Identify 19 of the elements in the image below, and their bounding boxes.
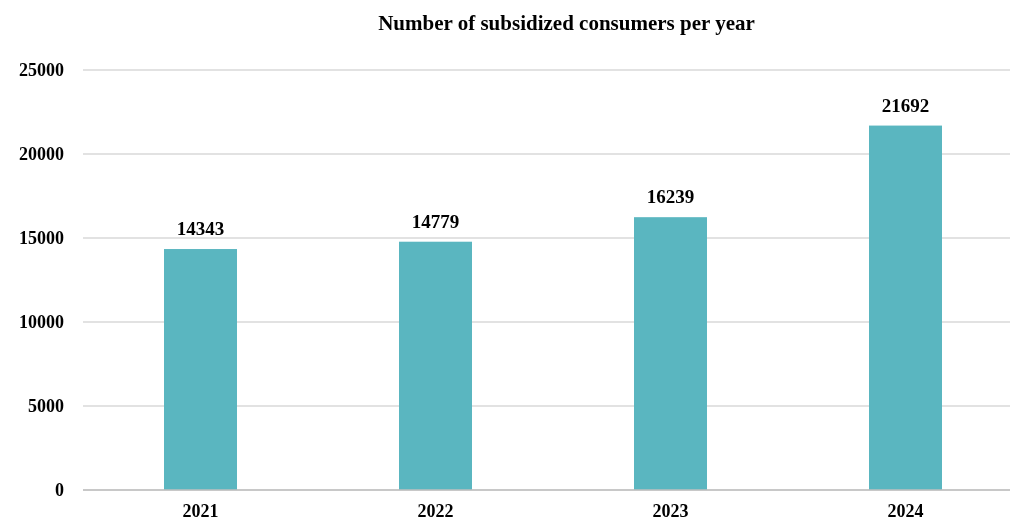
bar: [869, 125, 942, 490]
x-tick-label: 2022: [417, 501, 454, 521]
data-label: 16239: [646, 186, 695, 208]
y-tick-label: 5000: [28, 396, 64, 417]
chart-title: Number of subsidized consumers per year: [378, 11, 755, 35]
x-tick-label: 2023: [652, 501, 689, 521]
y-tick-label: 20000: [19, 144, 64, 165]
bar: [634, 217, 707, 490]
bar: [164, 249, 237, 490]
data-label: 14343: [176, 218, 225, 240]
data-label: 14779: [411, 210, 460, 232]
x-tick-label: 2021: [182, 501, 219, 521]
x-tick-label: 2024: [887, 501, 924, 521]
data-label: 21692: [881, 94, 930, 116]
y-tick-label: 15000: [19, 228, 64, 249]
bar: [399, 241, 472, 490]
y-tick-label: 10000: [19, 312, 64, 333]
y-tick-label: 25000: [19, 60, 64, 81]
y-tick-label: 0: [55, 480, 64, 501]
